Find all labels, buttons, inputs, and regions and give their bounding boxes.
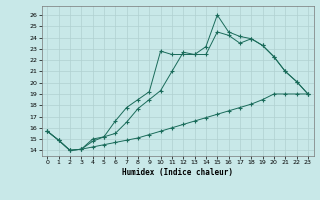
- X-axis label: Humidex (Indice chaleur): Humidex (Indice chaleur): [122, 168, 233, 177]
